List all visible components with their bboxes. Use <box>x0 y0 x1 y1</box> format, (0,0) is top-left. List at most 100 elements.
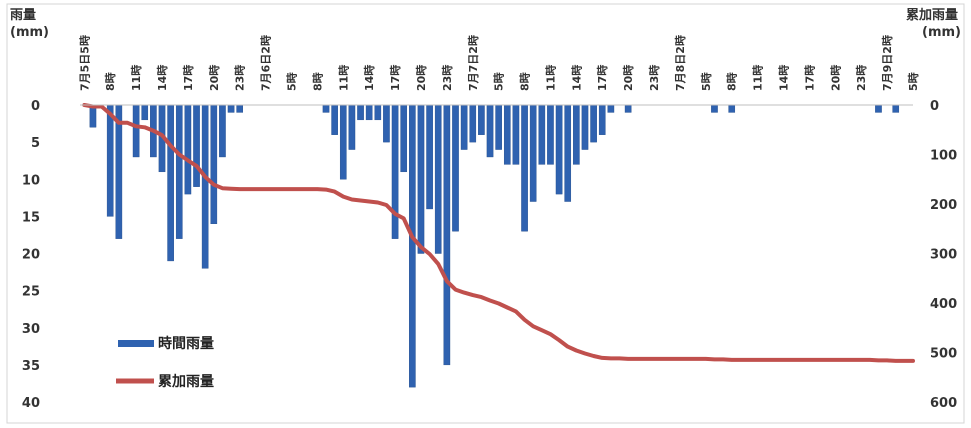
right-tick-label: 200 <box>930 198 957 213</box>
bar <box>478 104 485 135</box>
bar <box>452 104 459 232</box>
bar <box>374 104 382 121</box>
x-tick-label: 11時 <box>129 65 143 91</box>
bar <box>175 104 183 239</box>
bar <box>711 104 718 113</box>
x-tick-label: 23時 <box>647 65 661 91</box>
x-tick-label: 14時 <box>155 65 169 91</box>
bar <box>227 104 235 113</box>
right-tick-label: 400 <box>930 297 957 312</box>
x-tick-label: 11時 <box>543 65 557 91</box>
left-tick-label: 5 <box>31 136 40 151</box>
left-tick-label: 10 <box>22 173 40 188</box>
bar <box>624 104 632 113</box>
bar <box>443 104 451 366</box>
bar <box>426 104 433 210</box>
bar <box>547 104 554 165</box>
x-tick-label: 5時 <box>492 72 506 91</box>
left-tick-label: 30 <box>22 322 40 337</box>
left-tick-label: 0 <box>31 99 40 114</box>
bar <box>409 104 416 388</box>
line-layer <box>82 103 915 363</box>
bar <box>486 104 494 158</box>
bar <box>555 104 563 195</box>
right-tick-label: 100 <box>930 149 957 164</box>
bar <box>357 104 364 121</box>
bar <box>193 104 200 187</box>
bar <box>495 104 502 150</box>
x-tick-label: 8時 <box>103 72 117 91</box>
legend: 時間雨量 累加雨量 <box>116 335 214 390</box>
x-tick-label: 5時 <box>699 72 713 91</box>
x-tick-label: 11時 <box>751 65 765 91</box>
left-axis-title-line-2: (mm) <box>10 25 49 40</box>
bar <box>503 104 511 165</box>
bar <box>141 104 149 121</box>
left-tick-label: 15 <box>22 210 40 225</box>
x-tick-label: 8時 <box>725 72 739 91</box>
bar <box>236 104 244 113</box>
bar <box>434 104 442 254</box>
bar <box>132 104 140 158</box>
x-tick-label: 17時 <box>388 65 402 91</box>
bar <box>219 104 226 158</box>
x-tick-label: 7月6日2時 <box>259 35 273 91</box>
x-tick-label: 7月7日2時 <box>466 35 480 91</box>
x-tick-label: 23時 <box>233 65 247 91</box>
bar <box>365 104 373 121</box>
bar <box>875 104 882 113</box>
bar <box>383 104 390 143</box>
chart-border <box>6 3 965 424</box>
x-tick-label: 17時 <box>595 65 609 91</box>
x-tick-label: 20時 <box>414 65 428 91</box>
bar <box>607 104 615 113</box>
bar <box>400 104 408 173</box>
bar <box>331 104 338 135</box>
legend-bar-label: 時間雨量 <box>158 335 214 352</box>
right-tick-label: 500 <box>930 347 957 362</box>
left-axis-title-line-1: 雨量 <box>10 8 36 23</box>
x-tick-label: 5時 <box>284 72 298 91</box>
x-tick-label: 14時 <box>777 65 791 91</box>
bar <box>573 104 580 165</box>
x-tick-label: 17時 <box>181 65 195 91</box>
left-tick-label: 40 <box>22 396 40 411</box>
bar <box>469 104 477 143</box>
legend-bar-swatch <box>118 340 154 347</box>
bar <box>521 104 528 232</box>
left-axis-title: 雨量 (mm) <box>10 8 49 40</box>
left-tick-label: 35 <box>22 359 40 374</box>
right-tick-label: 0 <box>930 99 939 114</box>
bar <box>339 104 347 180</box>
bar <box>167 104 174 262</box>
x-tick-label: 14時 <box>569 65 583 91</box>
bar <box>348 104 356 150</box>
cumulative-line <box>82 103 915 363</box>
right-axis-title: 累加雨量 (mm) <box>906 7 961 40</box>
x-tick-label: 7月5日5時 <box>77 35 91 91</box>
bar <box>529 104 537 202</box>
bar <box>417 104 425 254</box>
bar <box>210 104 218 225</box>
bar <box>564 104 572 202</box>
x-tick-label: 17時 <box>802 65 816 91</box>
bar <box>201 104 209 269</box>
x-tick-label: 14時 <box>362 65 376 91</box>
right-axis-title-line-1: 累加雨量 <box>906 7 958 23</box>
bars-layer <box>89 104 900 388</box>
right-tick-label: 600 <box>930 396 957 411</box>
x-tick-label: 7月8日2時 <box>673 35 687 91</box>
bar <box>460 104 468 150</box>
bar <box>728 104 736 113</box>
bar <box>391 104 399 239</box>
x-tick-label: 7月9日2時 <box>880 35 894 91</box>
left-tick-label: 20 <box>22 248 40 263</box>
x-tick-label: 23時 <box>440 65 454 91</box>
bar <box>590 104 597 143</box>
x-tick-label: 23時 <box>854 65 868 91</box>
x-tick-label: 20時 <box>621 65 635 91</box>
bar <box>598 104 606 135</box>
left-tick-label: 25 <box>22 285 40 300</box>
